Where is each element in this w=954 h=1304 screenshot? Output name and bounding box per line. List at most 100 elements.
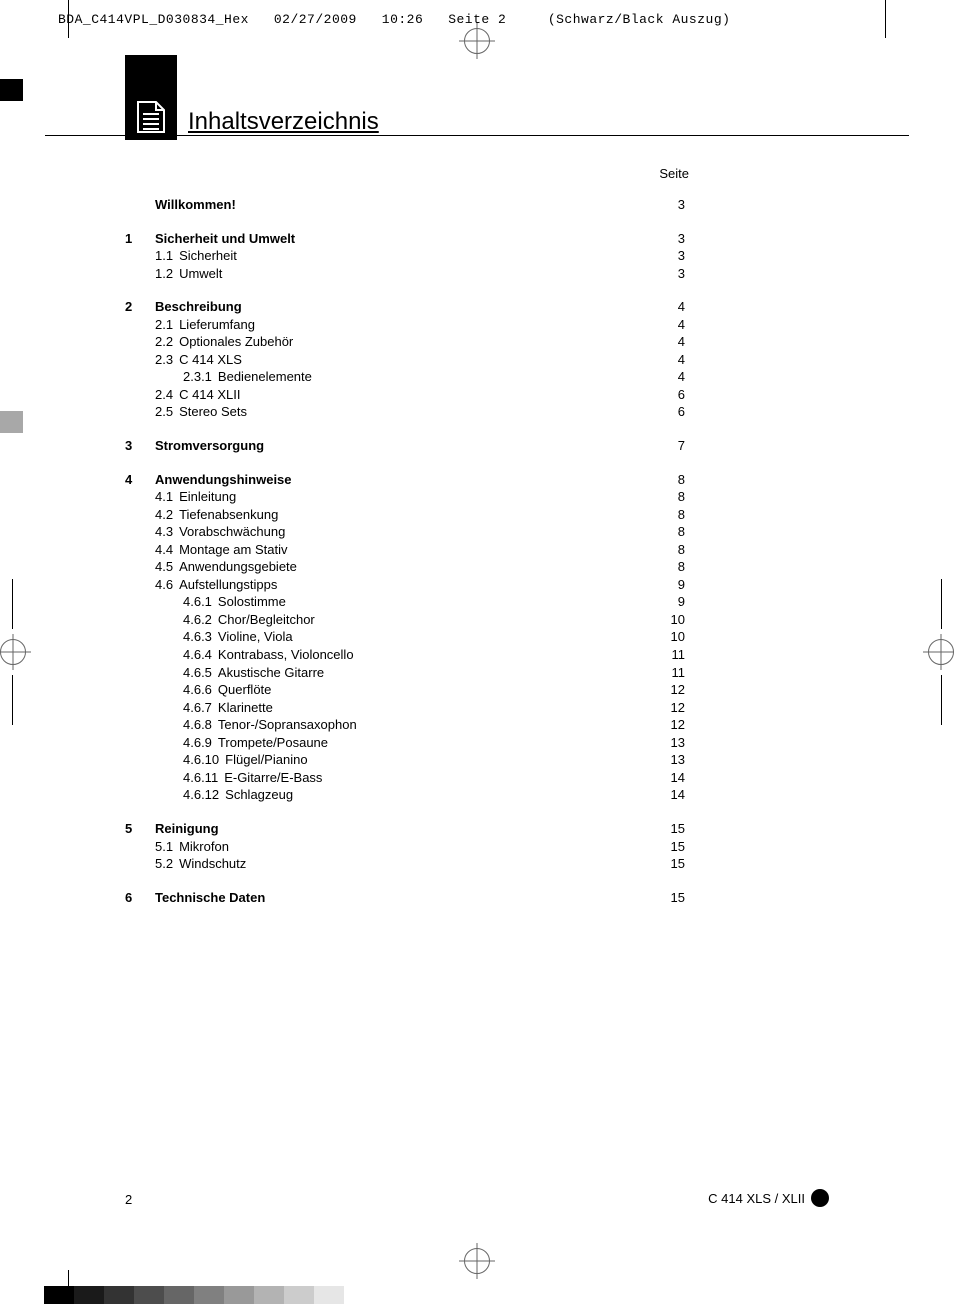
greyscale-swatch: [254, 1286, 284, 1304]
toc-number: 4.6.7: [183, 699, 212, 717]
page-title: Inhaltsverzeichnis: [186, 108, 381, 136]
toc-number: 4.6.9: [183, 734, 212, 752]
toc-number: 4.6.3: [183, 628, 212, 646]
toc-number: 1.2: [155, 265, 173, 283]
toc-page: 13: [671, 734, 685, 752]
toc-title: Reinigung: [155, 820, 219, 838]
toc-entry: 1.1 Sicherheit 3: [125, 247, 685, 265]
toc-page: 6: [678, 403, 685, 421]
toc-number: 4.6.4: [183, 646, 212, 664]
toc-title: Anwendungsgebiete: [179, 558, 297, 576]
toc-entry: 4.4Montage am Stativ8: [125, 541, 685, 559]
toc-title: Bedienelemente: [218, 368, 312, 386]
toc-entry: 1Sicherheit und Umwelt3: [125, 230, 685, 248]
toc-number: 4.4: [155, 541, 173, 559]
toc-entry: 4.6.1Solostimme9: [125, 593, 685, 611]
margin-tab: [0, 411, 23, 433]
toc-page: 9: [678, 576, 685, 594]
greyscale-swatch: [224, 1286, 254, 1304]
toc-page: 11: [672, 664, 686, 682]
greyscale-swatch: [314, 1286, 344, 1304]
header-date: 02/27/2009: [274, 12, 357, 27]
table-of-contents: Willkommen!31Sicherheit und Umwelt31.1Si…: [125, 196, 685, 922]
toc-title: Mikrofon: [179, 838, 229, 856]
toc-title: Vorabschwächung: [179, 523, 285, 541]
toc-page: 8: [678, 541, 685, 559]
toc-entry: 4.3 Vorabschwächung 8: [125, 523, 685, 541]
toc-page: 8: [678, 488, 685, 506]
toc-entry: 4.6.8 Tenor-/Sopransaxophon 12: [125, 716, 685, 734]
product-name: C 414 XLS / XLII: [708, 1191, 805, 1206]
toc-entry: 6Technische Daten15: [125, 889, 685, 907]
toc-number: 4.6.6: [183, 681, 212, 699]
toc-page: 12: [671, 681, 685, 699]
toc-number: 4.6.1: [183, 593, 212, 611]
toc-title: Tiefenabsenkung: [179, 506, 278, 524]
toc-entry: 4.2Tiefenabsenkung8: [125, 506, 685, 524]
greyscale-swatch: [104, 1286, 134, 1304]
registration-mark-icon: [928, 639, 954, 665]
toc-page: 11: [672, 646, 686, 664]
toc-number: 4.6.8: [183, 716, 212, 734]
toc-number: 2.5: [155, 403, 173, 421]
toc-page: 3: [678, 230, 685, 248]
toc-entry: 4.6.6Querflöte12: [125, 681, 685, 699]
toc-title: Lieferumfang: [179, 316, 255, 334]
toc-entry: 2.4C 414 XLII6: [125, 386, 685, 404]
toc-title: Optionales Zubehör: [179, 333, 293, 351]
toc-entry: 4.6.4 Kontrabass, Violoncello 11: [125, 646, 685, 664]
toc-page: 4: [678, 316, 685, 334]
toc-entry: 1.2Umwelt3: [125, 265, 685, 283]
toc-number: 5.1: [155, 838, 173, 856]
toc-entry: 2.3.1Bedienelemente4: [125, 368, 685, 386]
toc-number: 4.6: [155, 576, 173, 594]
toc-number: 4.3: [155, 523, 173, 541]
toc-entry: 4.6.3Violine, Viola10: [125, 628, 685, 646]
toc-page: 4: [678, 333, 685, 351]
toc-number: 1.1: [155, 247, 173, 265]
toc-entry: 2.1 Lieferumfang 4: [125, 316, 685, 334]
toc-page: 15: [671, 838, 685, 856]
toc-title: Trompete/Posaune: [218, 734, 328, 752]
toc-entry: 2.5Stereo Sets6: [125, 403, 685, 421]
page-number: 2: [125, 1192, 132, 1207]
toc-title: Aufstellungstipps: [179, 576, 277, 594]
toc-page: 3: [678, 247, 685, 265]
greyscale-swatch: [134, 1286, 164, 1304]
crop-mark: [885, 0, 886, 38]
toc-title: Akustische Gitarre: [218, 664, 324, 682]
toc-number: 4.6.12: [183, 786, 219, 804]
toc-title: Tenor-/Sopransaxophon: [218, 716, 357, 734]
toc-page: 8: [678, 558, 685, 576]
toc-number: 2.1: [155, 316, 173, 334]
toc-title: Technische Daten: [155, 889, 265, 907]
toc-page: 15: [671, 820, 685, 838]
toc-entry: 2.2Optionales Zubehör4: [125, 333, 685, 351]
toc-entry: 4Anwendungshinweise8: [125, 471, 685, 489]
toc-page: 15: [671, 855, 685, 873]
toc-page: 13: [671, 751, 685, 769]
print-header: BDA_C414VPL_D030834_Hex 02/27/2009 10:26…: [58, 12, 730, 27]
toc-entry: 4.6.10Flügel/Pianino13: [125, 751, 685, 769]
toc-page: 12: [671, 716, 685, 734]
toc-page: 4: [678, 351, 685, 369]
header-time: 10:26: [382, 12, 424, 27]
toc-page: 9: [678, 593, 685, 611]
toc-title: Sicherheit: [179, 247, 237, 265]
toc-title: Chor/Begleitchor: [218, 611, 315, 629]
toc-page: 8: [678, 523, 685, 541]
toc-page: 3: [678, 196, 685, 214]
toc-entry: 3Stromversorgung7: [125, 437, 685, 455]
toc-number: 4.5: [155, 558, 173, 576]
toc-title: Kontrabass, Violoncello: [218, 646, 354, 664]
toc-page: 8: [678, 506, 685, 524]
toc-title: Windschutz: [179, 855, 246, 873]
toc-title: Umwelt: [179, 265, 222, 283]
product-label: C 414 XLS / XLII: [708, 1189, 829, 1207]
toc-entry: 2Beschreibung4: [125, 298, 685, 316]
toc-title: Anwendungshinweise: [155, 471, 292, 489]
toc-entry: 5Reinigung15: [125, 820, 685, 838]
toc-entry: 4.6.9 Trompete/Posaune 13: [125, 734, 685, 752]
margin-tab: [0, 79, 23, 101]
toc-number: 2: [125, 298, 155, 316]
